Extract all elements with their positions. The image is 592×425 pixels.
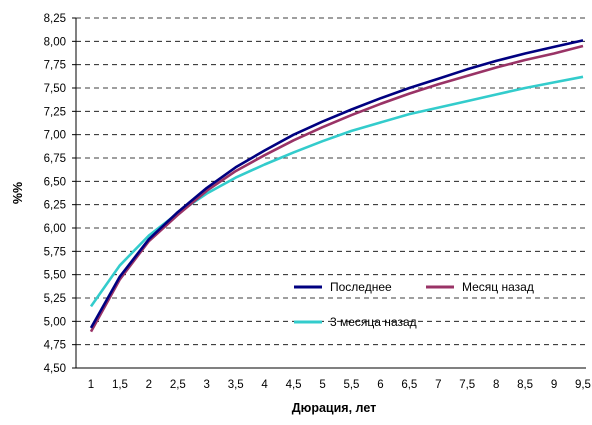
y-tick-label: 4,75 xyxy=(44,340,66,352)
x-tick-label: 1 xyxy=(88,379,94,391)
x-tick-label: 3 xyxy=(204,379,210,391)
series-line-1 xyxy=(89,39,584,329)
x-tick-label: 4,5 xyxy=(286,379,302,391)
legend: Последнее Месяц назад 3 месяца назад xyxy=(294,280,534,329)
series-line-2 xyxy=(89,44,584,333)
x-tick-labels: 1 1,5 2 2,5 3 3,5 4 4,5 5 5,5 6 6,5 7 7,5 8 8,5 9 9,5 xyxy=(88,379,591,391)
legend-label-series-1: Последнее xyxy=(330,280,392,294)
y-tick-label: 8,00 xyxy=(44,36,66,48)
x-tick-label: 3,5 xyxy=(228,379,244,391)
y-tick-label: 6,50 xyxy=(44,176,66,188)
y-tick-label: 6,00 xyxy=(44,223,66,235)
x-tick-label: 4 xyxy=(261,379,268,391)
x-tick-label: 5 xyxy=(319,379,325,391)
y-tick-label: 8,25 xyxy=(44,13,66,25)
y-tick-label: 6,75 xyxy=(44,153,66,165)
x-tick-label: 8 xyxy=(493,379,499,391)
y-tick-label: 5,00 xyxy=(44,316,66,328)
x-axis-title: Дюрация, лет xyxy=(292,401,376,415)
x-tick-label: 7 xyxy=(435,379,441,391)
x-tick-label: 2 xyxy=(146,379,152,391)
y-tick-label: 5,25 xyxy=(44,293,66,305)
legend-label-series-3: 3 месяца назад xyxy=(330,315,417,329)
x-tick-label: 1,5 xyxy=(112,379,128,391)
y-tick-label: 7,75 xyxy=(44,60,66,72)
y-tick-label: 5,75 xyxy=(44,246,66,258)
x-tick-label: 9 xyxy=(551,379,557,391)
x-tick-label: 5,5 xyxy=(343,379,359,391)
y-tick-labels: 4,50 4,75 5,00 5,25 5,50 5,75 6,00 6,25 6,50 6,75… xyxy=(44,13,76,375)
x-tick-label: 8,5 xyxy=(517,379,533,391)
x-tick-label: 7,5 xyxy=(459,379,475,391)
y-tick-label: 7,25 xyxy=(44,106,66,118)
x-tick-label: 6,5 xyxy=(401,379,417,391)
y-axis-title: %% xyxy=(11,182,25,204)
y-tick-label: 6,25 xyxy=(44,200,66,212)
axes xyxy=(75,18,586,369)
x-tick-label: 2,5 xyxy=(170,379,186,391)
x-tick-label: 6 xyxy=(377,379,383,391)
x-tick-label: 9,5 xyxy=(575,379,591,391)
y-tick-label: 7,50 xyxy=(44,83,66,95)
series xyxy=(89,39,584,333)
legend-label-series-2: Месяц назад xyxy=(462,280,534,294)
grid xyxy=(76,17,586,346)
y-tick-label: 7,00 xyxy=(44,130,66,142)
y-tick-label: 5,50 xyxy=(44,270,66,282)
y-tick-label: 4,50 xyxy=(44,363,66,375)
